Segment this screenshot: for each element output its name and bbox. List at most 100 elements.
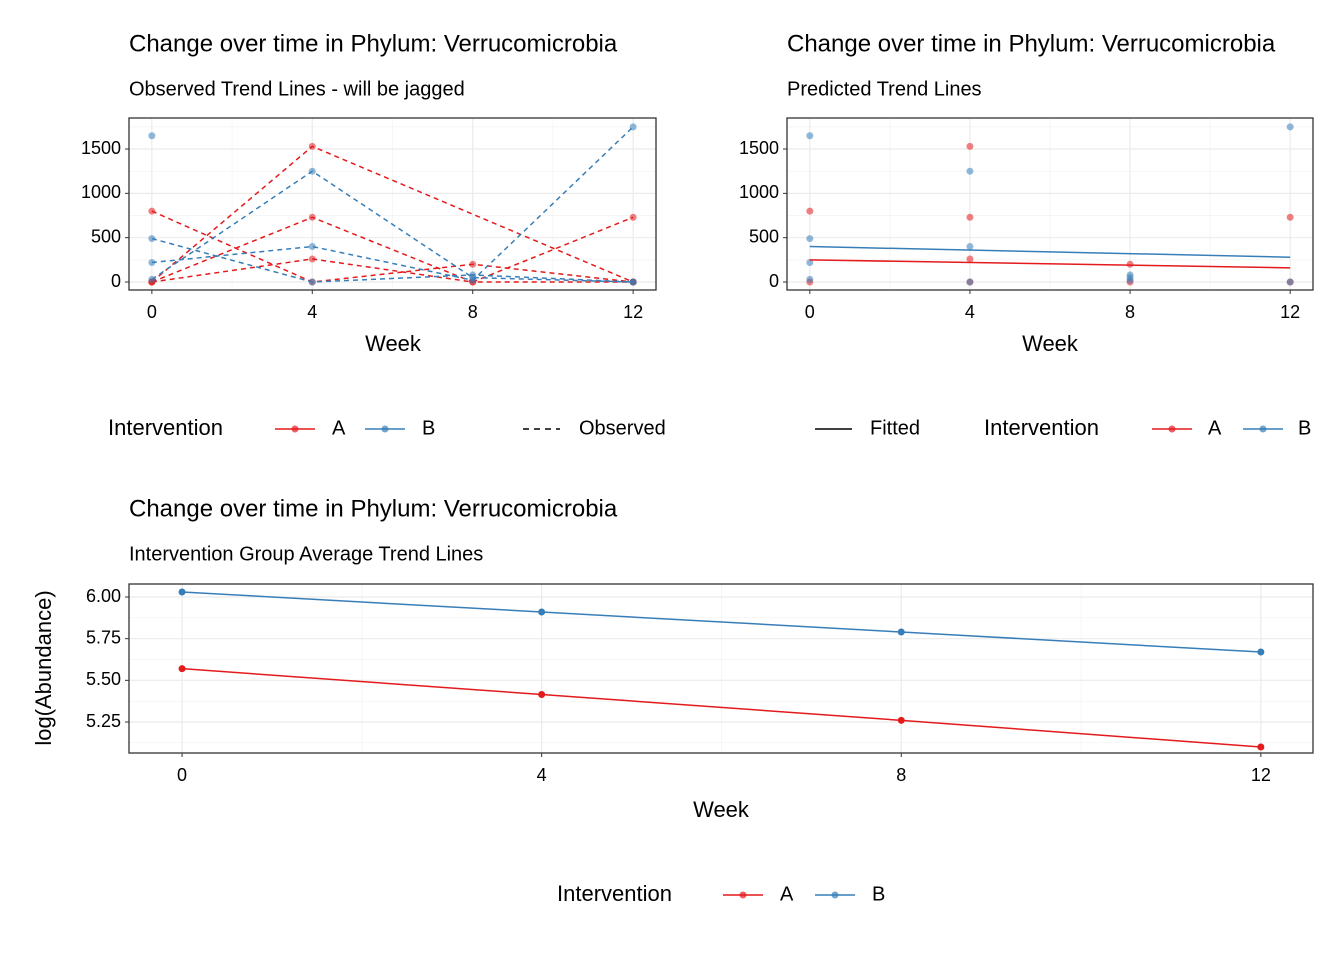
point <box>897 716 905 724</box>
chart-subtitle: Observed Trend Lines - will be jagged <box>129 78 465 100</box>
x-tick-label: 0 <box>147 302 157 322</box>
point <box>308 243 316 251</box>
y-tick-label: 1500 <box>739 138 779 158</box>
x-tick-label: 4 <box>307 302 317 322</box>
point <box>966 255 974 263</box>
point <box>148 235 156 243</box>
point <box>469 276 477 284</box>
trend-line <box>809 259 1291 269</box>
x-tick-label: 4 <box>965 302 975 322</box>
panel: Change over time in Phylum: Verrucomicro… <box>31 495 1314 906</box>
legend-label: B <box>1298 417 1311 439</box>
legend-title: Intervention <box>557 881 672 906</box>
legend-title: Intervention <box>108 415 223 440</box>
x-axis-label: Week <box>365 331 422 356</box>
trend-line <box>151 216 634 283</box>
legend-label: A <box>780 883 794 905</box>
point <box>1257 648 1265 656</box>
point <box>1286 213 1294 221</box>
y-tick-label: 0 <box>769 271 779 291</box>
x-tick-label: 8 <box>896 765 906 785</box>
point <box>806 275 814 283</box>
y-tick-label: 0 <box>111 271 121 291</box>
point <box>1286 123 1294 131</box>
chart-title: Change over time in Phylum: Verrucomicro… <box>129 30 618 57</box>
panel-border <box>128 583 1314 754</box>
point <box>966 278 974 286</box>
y-tick-label: 5.75 <box>86 627 121 647</box>
legend-label: Observed <box>579 417 666 439</box>
panel: Change over time in Phylum: Verrucomicro… <box>81 30 666 439</box>
legend-key <box>1259 425 1267 433</box>
point <box>897 628 905 636</box>
chart-title: Change over time in Phylum: Verrucomicro… <box>787 30 1276 57</box>
legend-label: A <box>1208 417 1222 439</box>
x-tick-label: 0 <box>177 765 187 785</box>
legend-label: Fitted <box>870 417 920 439</box>
point <box>538 691 546 698</box>
point <box>538 608 546 616</box>
point <box>966 167 974 175</box>
y-tick-label: 1000 <box>739 182 779 202</box>
y-tick-label: 1500 <box>81 138 121 158</box>
panel: Change over time in Phylum: Verrucomicro… <box>739 30 1314 440</box>
point <box>148 275 156 283</box>
y-tick-label: 5.25 <box>86 711 121 731</box>
chart-title: Change over time in Phylum: Verrucomicro… <box>129 495 618 522</box>
point <box>148 132 156 140</box>
y-tick-label: 6.00 <box>86 586 121 606</box>
trend-line <box>181 667 1261 748</box>
x-tick-label: 12 <box>1251 765 1271 785</box>
trend-line <box>151 210 634 283</box>
legend-label: B <box>872 883 885 905</box>
point <box>1126 260 1134 268</box>
legend-key <box>381 425 389 433</box>
trend-line <box>809 245 1291 258</box>
x-tick-label: 12 <box>1280 302 1300 322</box>
legend-title: Intervention <box>984 415 1099 440</box>
point <box>148 207 156 215</box>
trend-line <box>151 170 634 283</box>
panel-border <box>128 117 657 291</box>
x-tick-label: 8 <box>1125 302 1135 322</box>
x-tick-label: 0 <box>805 302 815 322</box>
trend-line <box>151 126 634 282</box>
point <box>629 123 637 131</box>
point <box>629 213 637 221</box>
point <box>308 167 316 175</box>
panel-border <box>786 117 1314 291</box>
chart-subtitle: Intervention Group Average Trend Lines <box>129 543 483 565</box>
point <box>966 243 974 251</box>
x-tick-label: 8 <box>468 302 478 322</box>
x-axis-label: Week <box>1022 331 1079 356</box>
point <box>308 142 316 150</box>
legend-label: A <box>332 417 346 439</box>
x-axis-label: Week <box>693 797 750 822</box>
y-tick-label: 5.50 <box>86 669 121 689</box>
legend-key <box>1168 425 1176 433</box>
x-tick-label: 4 <box>537 765 547 785</box>
point <box>148 259 156 267</box>
point <box>308 213 316 221</box>
point <box>308 255 316 263</box>
legend-key <box>291 425 299 433</box>
point <box>1257 743 1265 751</box>
legend-label: B <box>422 417 435 439</box>
legend-key <box>831 891 839 899</box>
point <box>469 260 477 268</box>
point <box>806 132 814 140</box>
point <box>629 278 637 286</box>
x-tick-label: 12 <box>623 302 643 322</box>
trend-line <box>151 237 634 283</box>
y-tick-label: 1000 <box>81 182 121 202</box>
point <box>178 665 186 673</box>
point <box>178 588 186 596</box>
point <box>308 278 316 286</box>
point <box>966 142 974 150</box>
point <box>1126 276 1134 284</box>
point <box>806 207 814 215</box>
point <box>806 259 814 267</box>
legend-key <box>739 891 747 899</box>
y-axis-label: log(Abundance) <box>31 590 56 745</box>
